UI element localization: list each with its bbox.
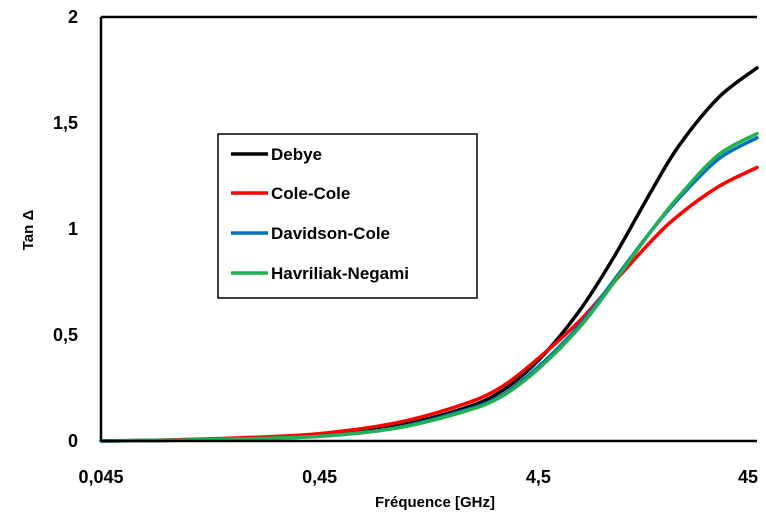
- x-tick-label: 0,45: [302, 467, 337, 487]
- x-tick-label: 4,5: [526, 467, 551, 487]
- y-tick-label: 1: [68, 219, 78, 239]
- legend-label: Cole-Cole: [271, 184, 350, 203]
- y-tick-labels: 0 0,5 1 1,5 2: [53, 7, 78, 451]
- y-tick-label: 0,5: [53, 325, 78, 345]
- y-tick-label: 2: [68, 7, 78, 27]
- legend-label: Havriliak-Negami: [271, 264, 409, 283]
- x-tick-labels: 0,045 0,45 4,5 45: [78, 467, 758, 487]
- legend-label: Debye: [271, 145, 322, 164]
- legend: Debye Cole-Cole Davidson-Cole Havriliak-Neg…: [218, 134, 477, 298]
- x-tick-label: 45: [738, 467, 758, 487]
- x-axis-title: Fréquence [GHz]: [375, 494, 495, 511]
- y-axis-title: Tan Δ: [20, 210, 37, 251]
- y-tick-label: 0: [68, 431, 78, 451]
- x-tick-label: 0,045: [78, 467, 123, 487]
- y-tick-label: 1,5: [53, 113, 78, 133]
- legend-label: Davidson-Cole: [271, 224, 390, 243]
